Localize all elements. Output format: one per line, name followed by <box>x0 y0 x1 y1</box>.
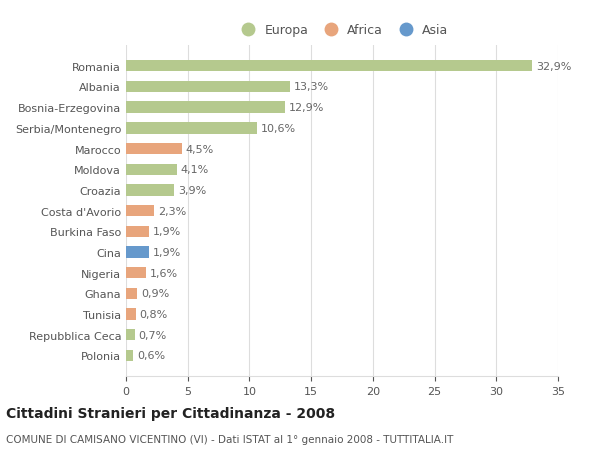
Text: 0,8%: 0,8% <box>140 309 168 319</box>
Bar <box>126 102 285 113</box>
Text: 0,9%: 0,9% <box>141 289 169 299</box>
Bar <box>126 144 182 155</box>
Bar <box>126 164 176 175</box>
Bar <box>126 82 290 93</box>
Text: 0,7%: 0,7% <box>139 330 167 340</box>
Bar <box>126 268 146 279</box>
Text: 32,9%: 32,9% <box>536 62 571 72</box>
Text: 2,3%: 2,3% <box>158 206 187 216</box>
Bar <box>126 185 174 196</box>
Text: 13,3%: 13,3% <box>294 82 329 92</box>
Text: 1,9%: 1,9% <box>153 227 181 237</box>
Text: 1,6%: 1,6% <box>149 268 178 278</box>
Bar <box>126 350 133 361</box>
Bar <box>126 309 136 320</box>
Bar <box>126 288 137 299</box>
Text: 3,9%: 3,9% <box>178 185 206 196</box>
Text: COMUNE DI CAMISANO VICENTINO (VI) - Dati ISTAT al 1° gennaio 2008 - TUTTITALIA.I: COMUNE DI CAMISANO VICENTINO (VI) - Dati… <box>6 434 454 444</box>
Text: 4,1%: 4,1% <box>181 165 209 175</box>
Text: 0,6%: 0,6% <box>137 351 165 361</box>
Text: 1,9%: 1,9% <box>153 247 181 257</box>
Text: Cittadini Stranieri per Cittadinanza - 2008: Cittadini Stranieri per Cittadinanza - 2… <box>6 406 335 420</box>
Bar <box>126 330 134 341</box>
Bar <box>126 123 257 134</box>
Bar <box>126 61 532 72</box>
Text: 10,6%: 10,6% <box>260 123 296 134</box>
Legend: Europa, Africa, Asia: Europa, Africa, Asia <box>231 19 453 42</box>
Text: 12,9%: 12,9% <box>289 103 325 113</box>
Text: 4,5%: 4,5% <box>185 144 214 154</box>
Bar <box>126 206 154 217</box>
Bar <box>126 226 149 237</box>
Bar <box>126 247 149 258</box>
